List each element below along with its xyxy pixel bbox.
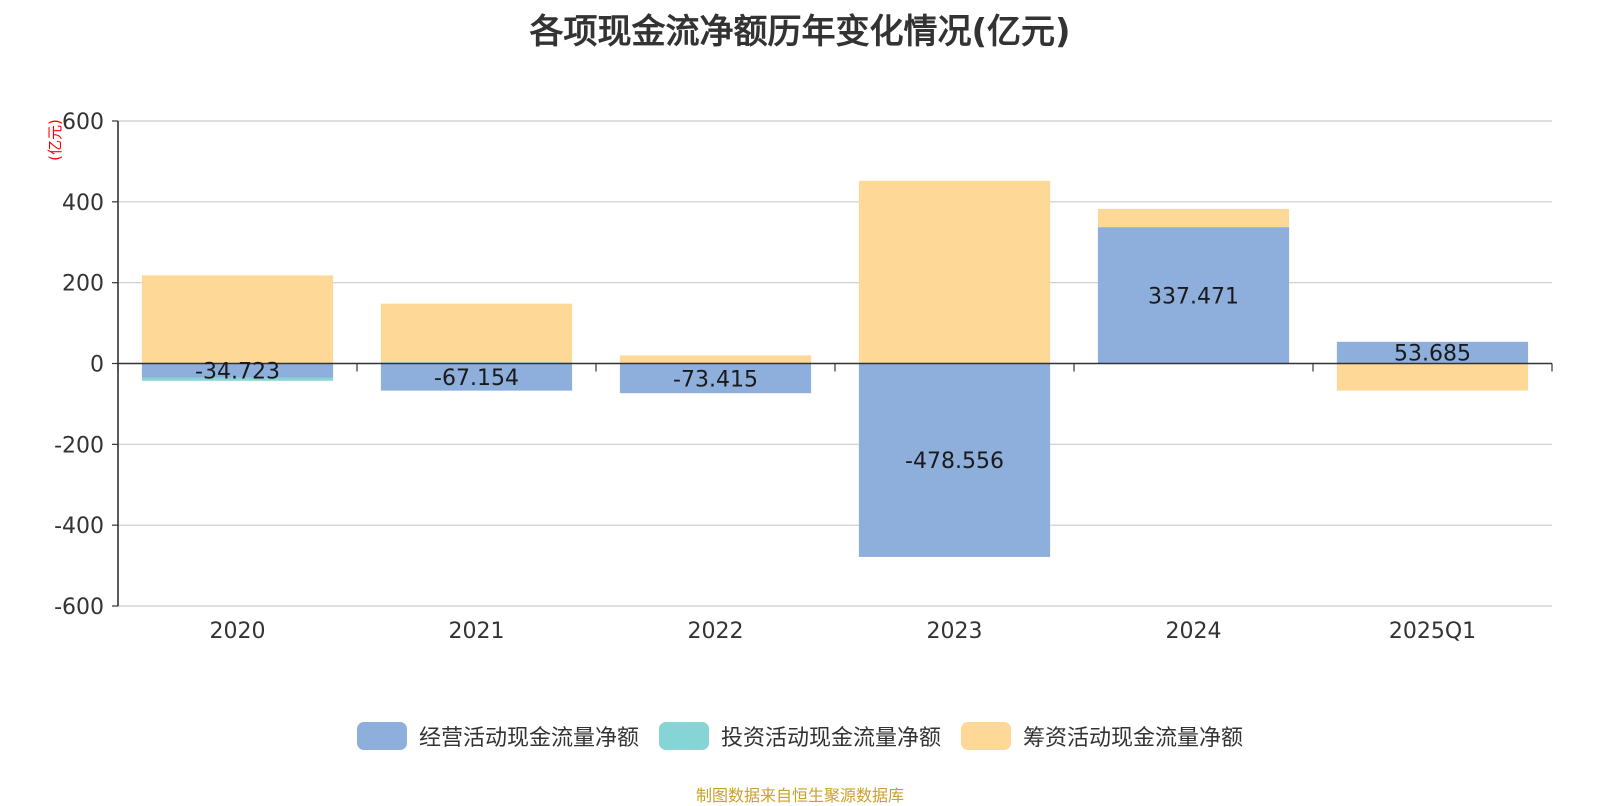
bar-0-1	[380, 363, 573, 391]
legend-label: 经营活动现金流量净额	[418, 726, 639, 751]
bar-2-2	[619, 355, 812, 364]
y-tick-label: 600	[62, 110, 104, 135]
legend-label: 筹资活动现金流量净额	[1023, 726, 1244, 751]
x-tick-label: 2020	[210, 619, 266, 644]
y-axis-unit-label: (亿元)	[46, 119, 64, 161]
chart-title: 各项现金流净额历年变化情况(亿元)	[529, 12, 1071, 52]
axes: 600 400 200 0 -200 -400 -600 2020 2021 2022 2023 20…	[54, 110, 1553, 644]
data-labels: -34.723 -67.154 -73.415 -478.556 337.471 53.6…	[195, 284, 1471, 474]
data-label: -73.415	[673, 367, 758, 392]
x-tick-label: 2021	[449, 619, 505, 644]
y-tick-label: -400	[54, 514, 104, 539]
legend-swatch	[961, 722, 1011, 750]
legend-item[interactable]: 经营活动现金流量净额	[356, 720, 639, 752]
y-tick-label: 0	[90, 353, 104, 378]
x-tick-label: 2022	[688, 619, 744, 644]
data-label: -67.154	[434, 366, 519, 391]
bar-0-5	[1336, 341, 1529, 364]
data-label: 337.471	[1148, 284, 1239, 309]
data-label: -34.723	[195, 360, 280, 385]
bar-2-4	[1097, 208, 1290, 228]
bar-1-0	[141, 377, 334, 381]
bar-0-0	[141, 363, 334, 378]
legend-item[interactable]: 投资活动现金流量净额	[658, 720, 941, 752]
source-note: 制图数据来自恒生聚源数据库	[695, 786, 904, 805]
gridlines	[118, 120, 1552, 607]
legend-label: 投资活动现金流量净额	[720, 726, 941, 751]
bar-2-0	[141, 275, 334, 364]
data-label: 53.685	[1394, 342, 1471, 367]
bar-2-1	[380, 303, 573, 363]
legend-swatch	[356, 722, 407, 750]
legend-swatch	[658, 722, 709, 750]
y-tick-label: -200	[54, 433, 104, 458]
legend: 经营活动现金流量净额 投资活动现金流量净额 筹资活动现金流量净额	[0, 720, 1600, 752]
y-tick-label: 400	[62, 191, 104, 216]
y-tick-label: -600	[54, 595, 104, 620]
chart-plot: 600 400 200 0 -200 -400 -600 2020 2021 2022 2023 20…	[46, 110, 1553, 644]
y-tick-label: 200	[62, 272, 104, 297]
bar-0-3	[858, 363, 1051, 557]
bars	[141, 180, 1529, 557]
data-label: -478.556	[905, 449, 1004, 474]
bar-0-4	[1097, 227, 1290, 364]
bar-0-2	[619, 363, 812, 394]
bar-2-5	[1336, 363, 1529, 391]
bar-2-3	[858, 180, 1051, 364]
x-tick-label: 2024	[1166, 619, 1222, 644]
legend-item[interactable]: 筹资活动现金流量净额	[961, 720, 1243, 752]
x-tick-label: 2023	[927, 619, 983, 644]
x-tick-label: 2025Q1	[1389, 619, 1476, 644]
